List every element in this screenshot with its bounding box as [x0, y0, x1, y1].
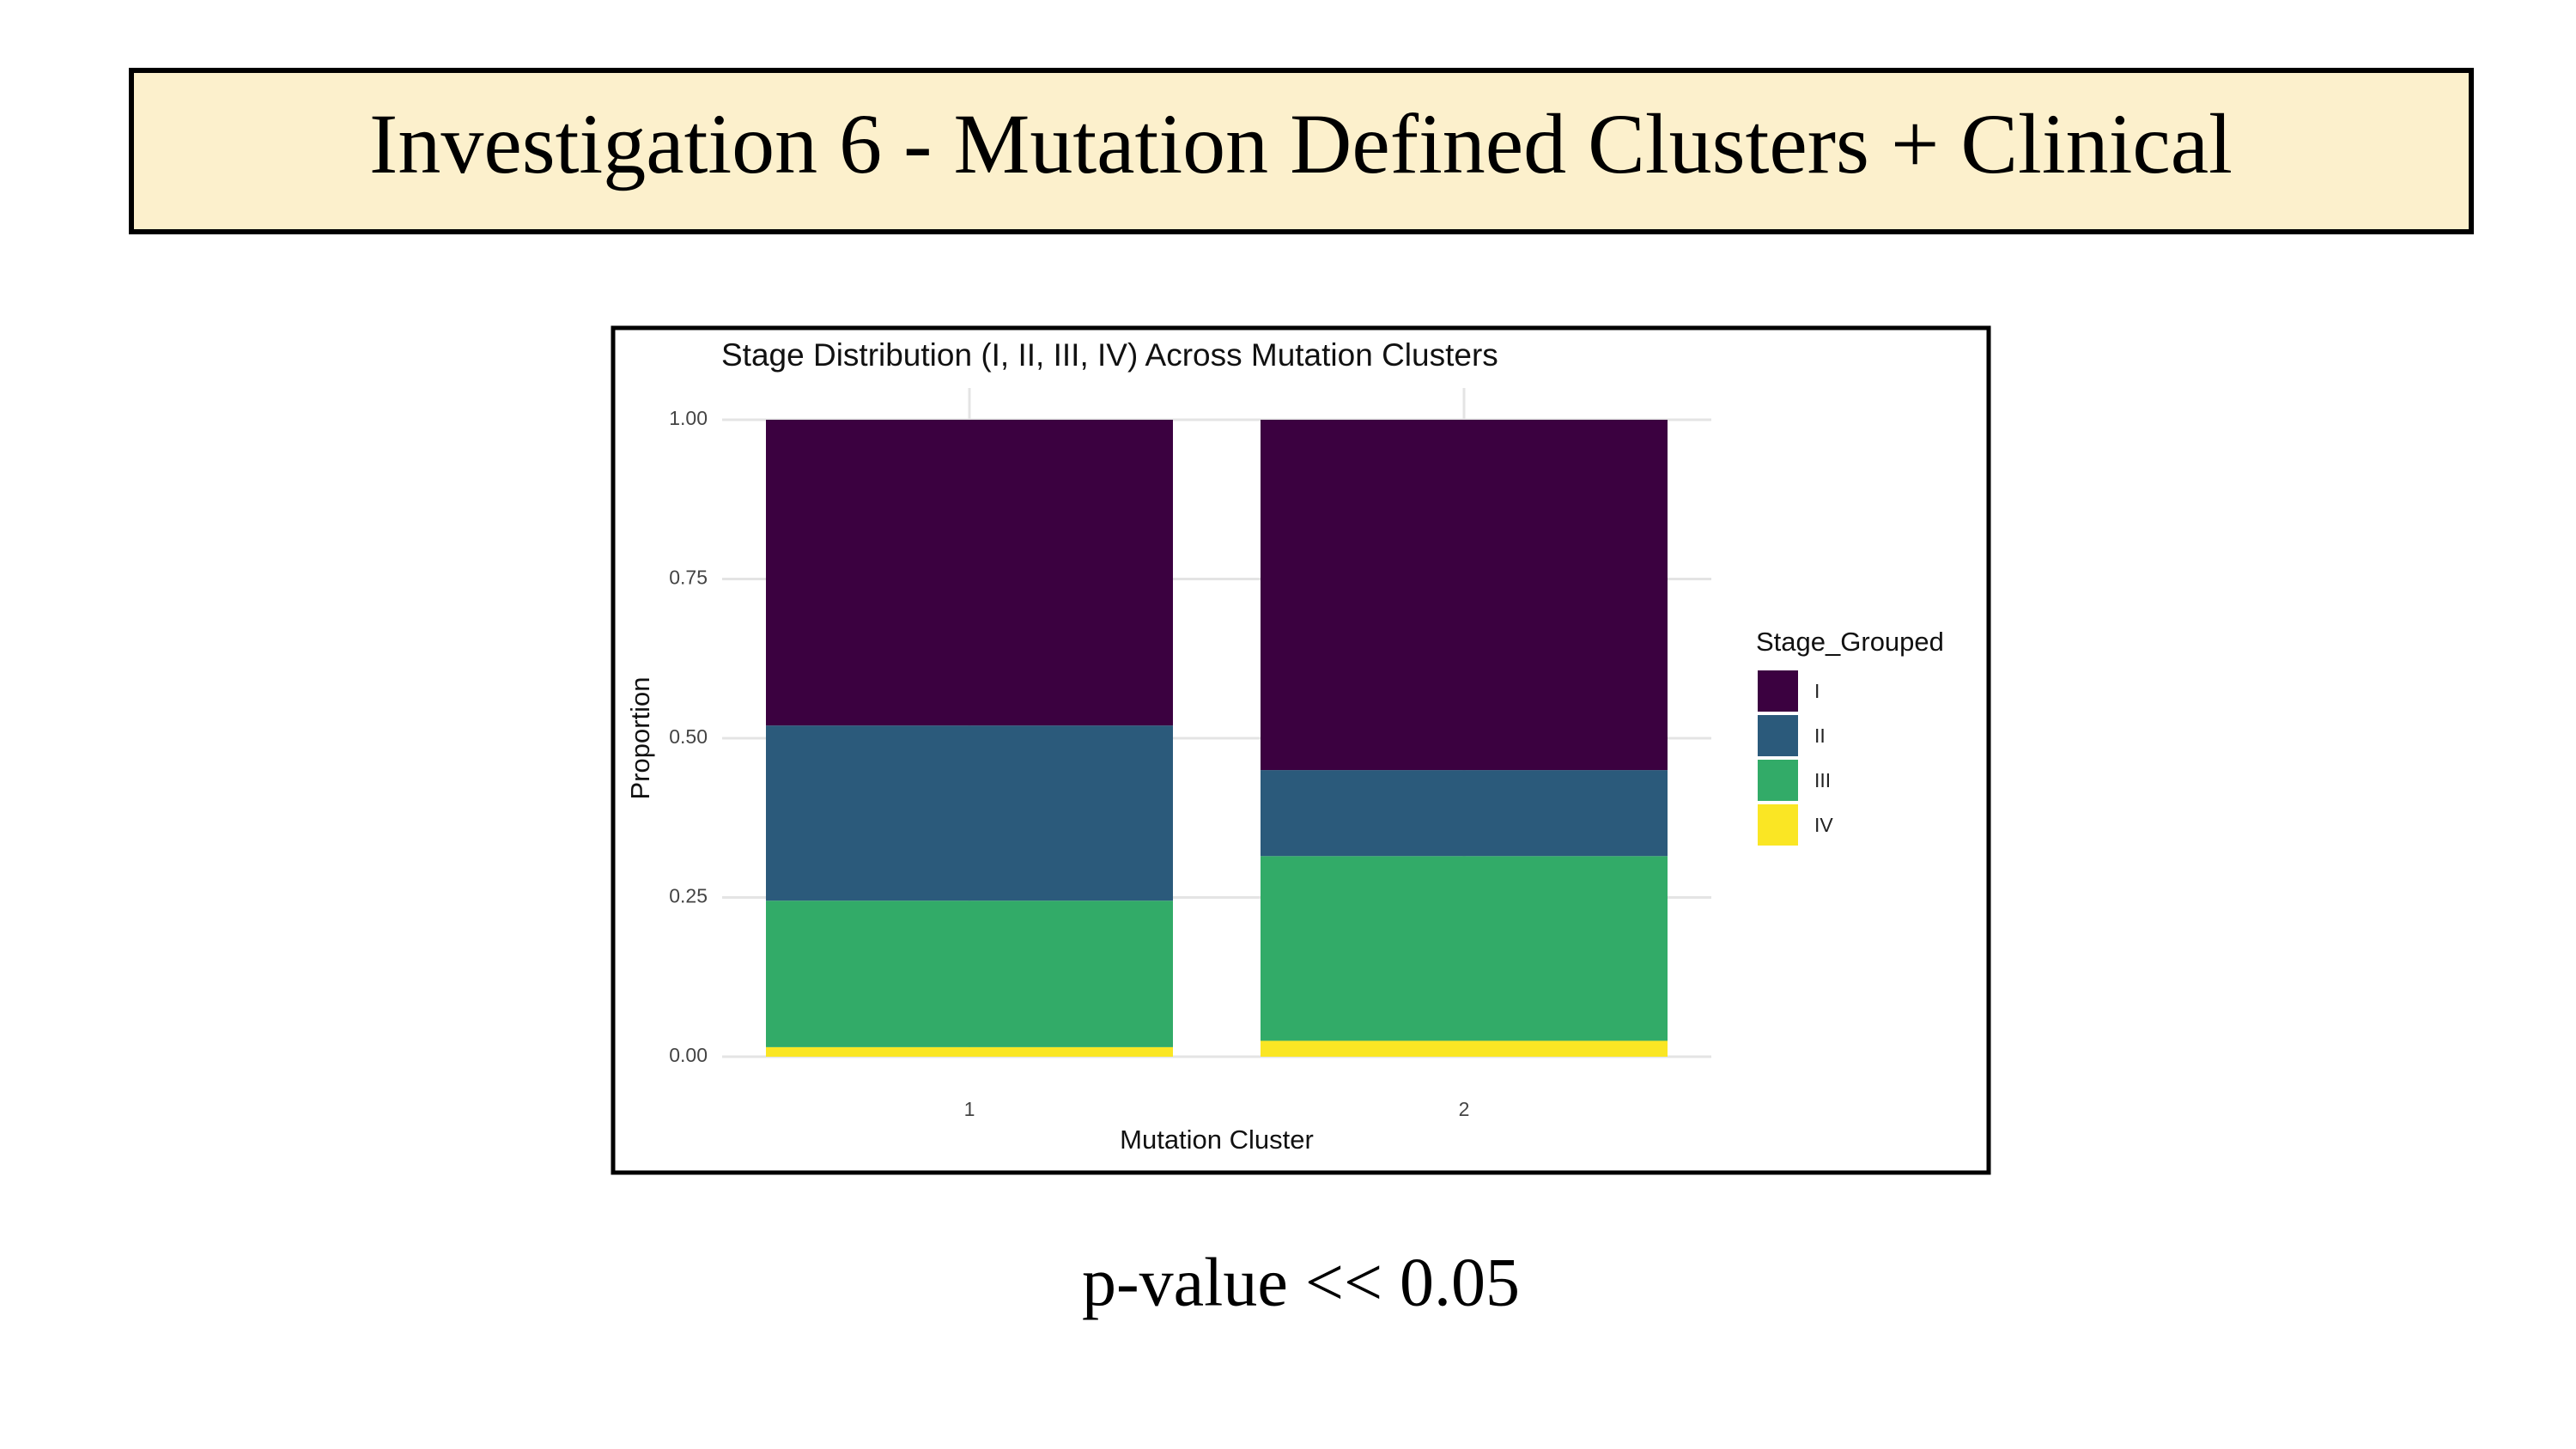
legend-label: I: [1814, 680, 1820, 702]
bar-segment: [766, 725, 1173, 901]
legend-swatch: [1758, 804, 1798, 846]
bar-segment: [1261, 856, 1668, 1041]
p-value-note: p-value << 0.05: [1082, 1245, 1520, 1320]
bar-segment: [1261, 420, 1668, 771]
title-box: [129, 68, 2474, 234]
bar-segment: [1261, 1040, 1668, 1057]
legend-label: III: [1814, 769, 1831, 791]
x-tick-label: 2: [1459, 1098, 1470, 1120]
legend-swatch: [1758, 760, 1798, 801]
x-axis-label: Mutation Cluster: [1120, 1125, 1314, 1155]
y-tick-label: 0.25: [669, 885, 708, 907]
y-tick-label: 0.00: [669, 1044, 708, 1066]
legend-swatch: [1758, 715, 1798, 756]
bar-segment: [766, 1046, 1173, 1057]
slide-title: Investigation 6 - Mutation Defined Clust…: [369, 96, 2233, 191]
bar-segment: [1261, 770, 1668, 857]
legend-swatch: [1758, 670, 1798, 712]
legend-label: IV: [1814, 814, 1833, 836]
bar-segment: [766, 420, 1173, 726]
y-axis-label: Proportion: [625, 676, 655, 799]
x-tick-label: 1: [964, 1098, 975, 1120]
y-tick-label: 0.75: [669, 567, 708, 589]
chart-title: Stage Distribution (I, II, III, IV) Acro…: [721, 337, 1498, 373]
y-tick-label: 0.50: [669, 725, 708, 748]
bar-segment: [766, 900, 1173, 1047]
y-tick-label: 1.00: [669, 407, 708, 429]
legend-title: Stage_Grouped: [1756, 627, 1944, 657]
legend-label: II: [1814, 724, 1826, 747]
